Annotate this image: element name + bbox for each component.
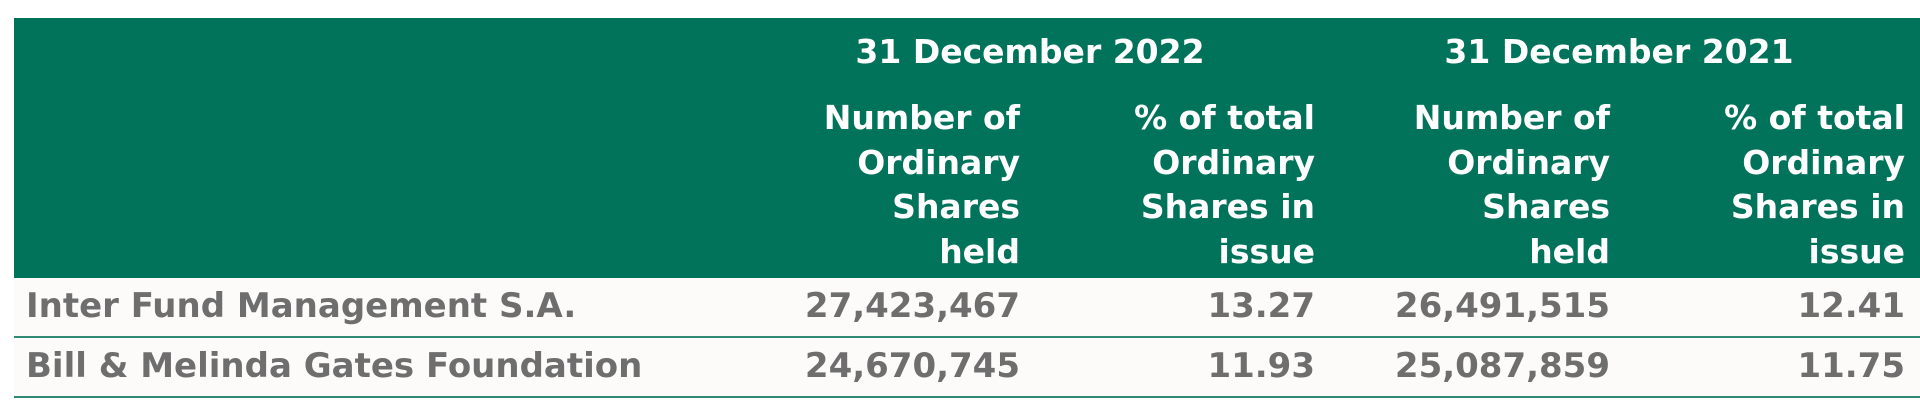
pct-2021: 12.41 [1797,286,1905,326]
col-header-line: issue [1218,231,1315,271]
period-heading-2021: 31 December 2021 [1444,32,1794,71]
shares-2021: 26,491,515 [1394,286,1610,326]
col-header-line: issue [1808,231,1905,271]
col-header-line: Ordinary [857,142,1020,182]
col-header-pct-2021: % of total Ordinary Shares in issue [1724,96,1905,274]
col-header-line: Ordinary [1742,142,1905,182]
col-header-line: Ordinary [1447,142,1610,182]
pct-2022: 11.93 [1207,346,1315,386]
shareholder-name: Inter Fund Management S.A. [26,286,577,326]
shares-2021: 25,087,859 [1394,346,1610,386]
col-header-line: Shares [892,187,1020,226]
col-header-shares-2022: Number of Ordinary Shares held [824,96,1020,274]
col-header-line: Number of [1413,98,1610,137]
col-header-line: % of total [1134,98,1315,137]
col-header-line: Shares in [1140,187,1315,226]
col-header-line: Ordinary [1152,142,1315,182]
shares-2022: 27,423,467 [804,286,1020,326]
period-heading-2022: 31 December 2022 [855,32,1205,71]
col-header-line: Number of [823,98,1020,137]
table-header: 31 December 2022 31 December 2021 Number… [14,18,1920,278]
pct-2021: 11.75 [1797,346,1905,386]
col-header-line: % of total [1724,98,1905,137]
table-row: Inter Fund Management S.A. 27,423,467 13… [14,278,1920,338]
shares-2022: 24,670,745 [804,346,1020,386]
table-row: Bill & Melinda Gates Foundation 24,670,7… [14,338,1920,398]
col-header-pct-2022: % of total Ordinary Shares in issue [1134,96,1315,274]
pct-2022: 13.27 [1207,286,1315,326]
col-header-shares-2021: Number of Ordinary Shares held [1414,96,1610,274]
shareholders-table: 31 December 2022 31 December 2021 Number… [14,18,1920,398]
shareholder-name: Bill & Melinda Gates Foundation [26,346,643,386]
col-header-line: Shares in [1730,187,1905,226]
col-header-line: Shares [1482,187,1610,226]
col-header-line: held [939,231,1020,271]
col-header-line: held [1529,231,1610,271]
